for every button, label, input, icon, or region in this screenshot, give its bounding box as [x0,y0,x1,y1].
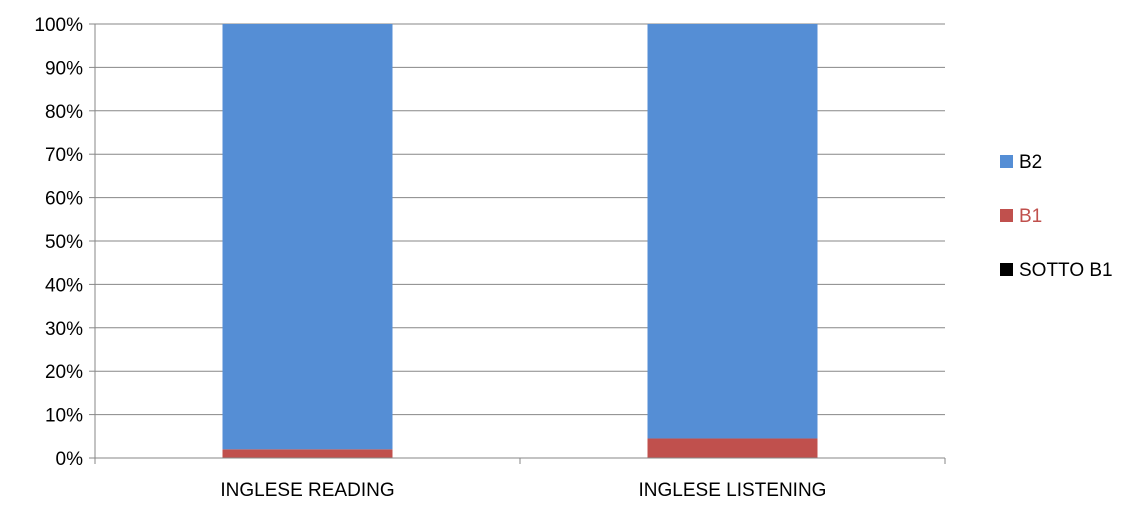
legend-swatch-b1 [1000,209,1013,222]
y-tick-label: 70% [45,145,83,166]
legend-swatch-b2 [1000,155,1013,168]
y-tick-label: 80% [45,102,83,123]
legend-label-sotto-b1: SOTTO B1 [1019,260,1113,281]
y-tick-label: 20% [45,362,83,383]
x-category-label: INGLESE READING [220,480,394,501]
legend-label-b2: B2 [1019,152,1042,173]
y-tick-label: 90% [45,58,83,79]
y-tick-label: 50% [45,232,83,253]
bar-segment-b1-inglese-reading [222,449,393,458]
legend-swatch-sotto-b1 [1000,263,1013,276]
x-category-label: INGLESE LISTENING [639,480,827,501]
y-tick-label: 40% [45,275,83,296]
bar-segment-b1-inglese-listening [647,438,818,458]
bars [222,24,818,458]
y-tick-label: 30% [45,319,83,340]
bar-segment-b2-inglese-reading [222,24,393,450]
y-tick-label: 100% [34,15,83,36]
axes: 0% 10% 20% 30% 40% 50% 60% 70% 80% 90% 100% INGLESE… [34,15,946,501]
legend-label-b1: B1 [1019,206,1042,227]
y-tick-label: 0% [56,449,84,470]
y-tick-label: 60% [45,189,83,210]
y-tick-label: 10% [45,406,83,427]
legend: B2 B1 SOTTO B1 [1000,152,1113,281]
bar-segment-b2-inglese-listening [647,24,818,439]
